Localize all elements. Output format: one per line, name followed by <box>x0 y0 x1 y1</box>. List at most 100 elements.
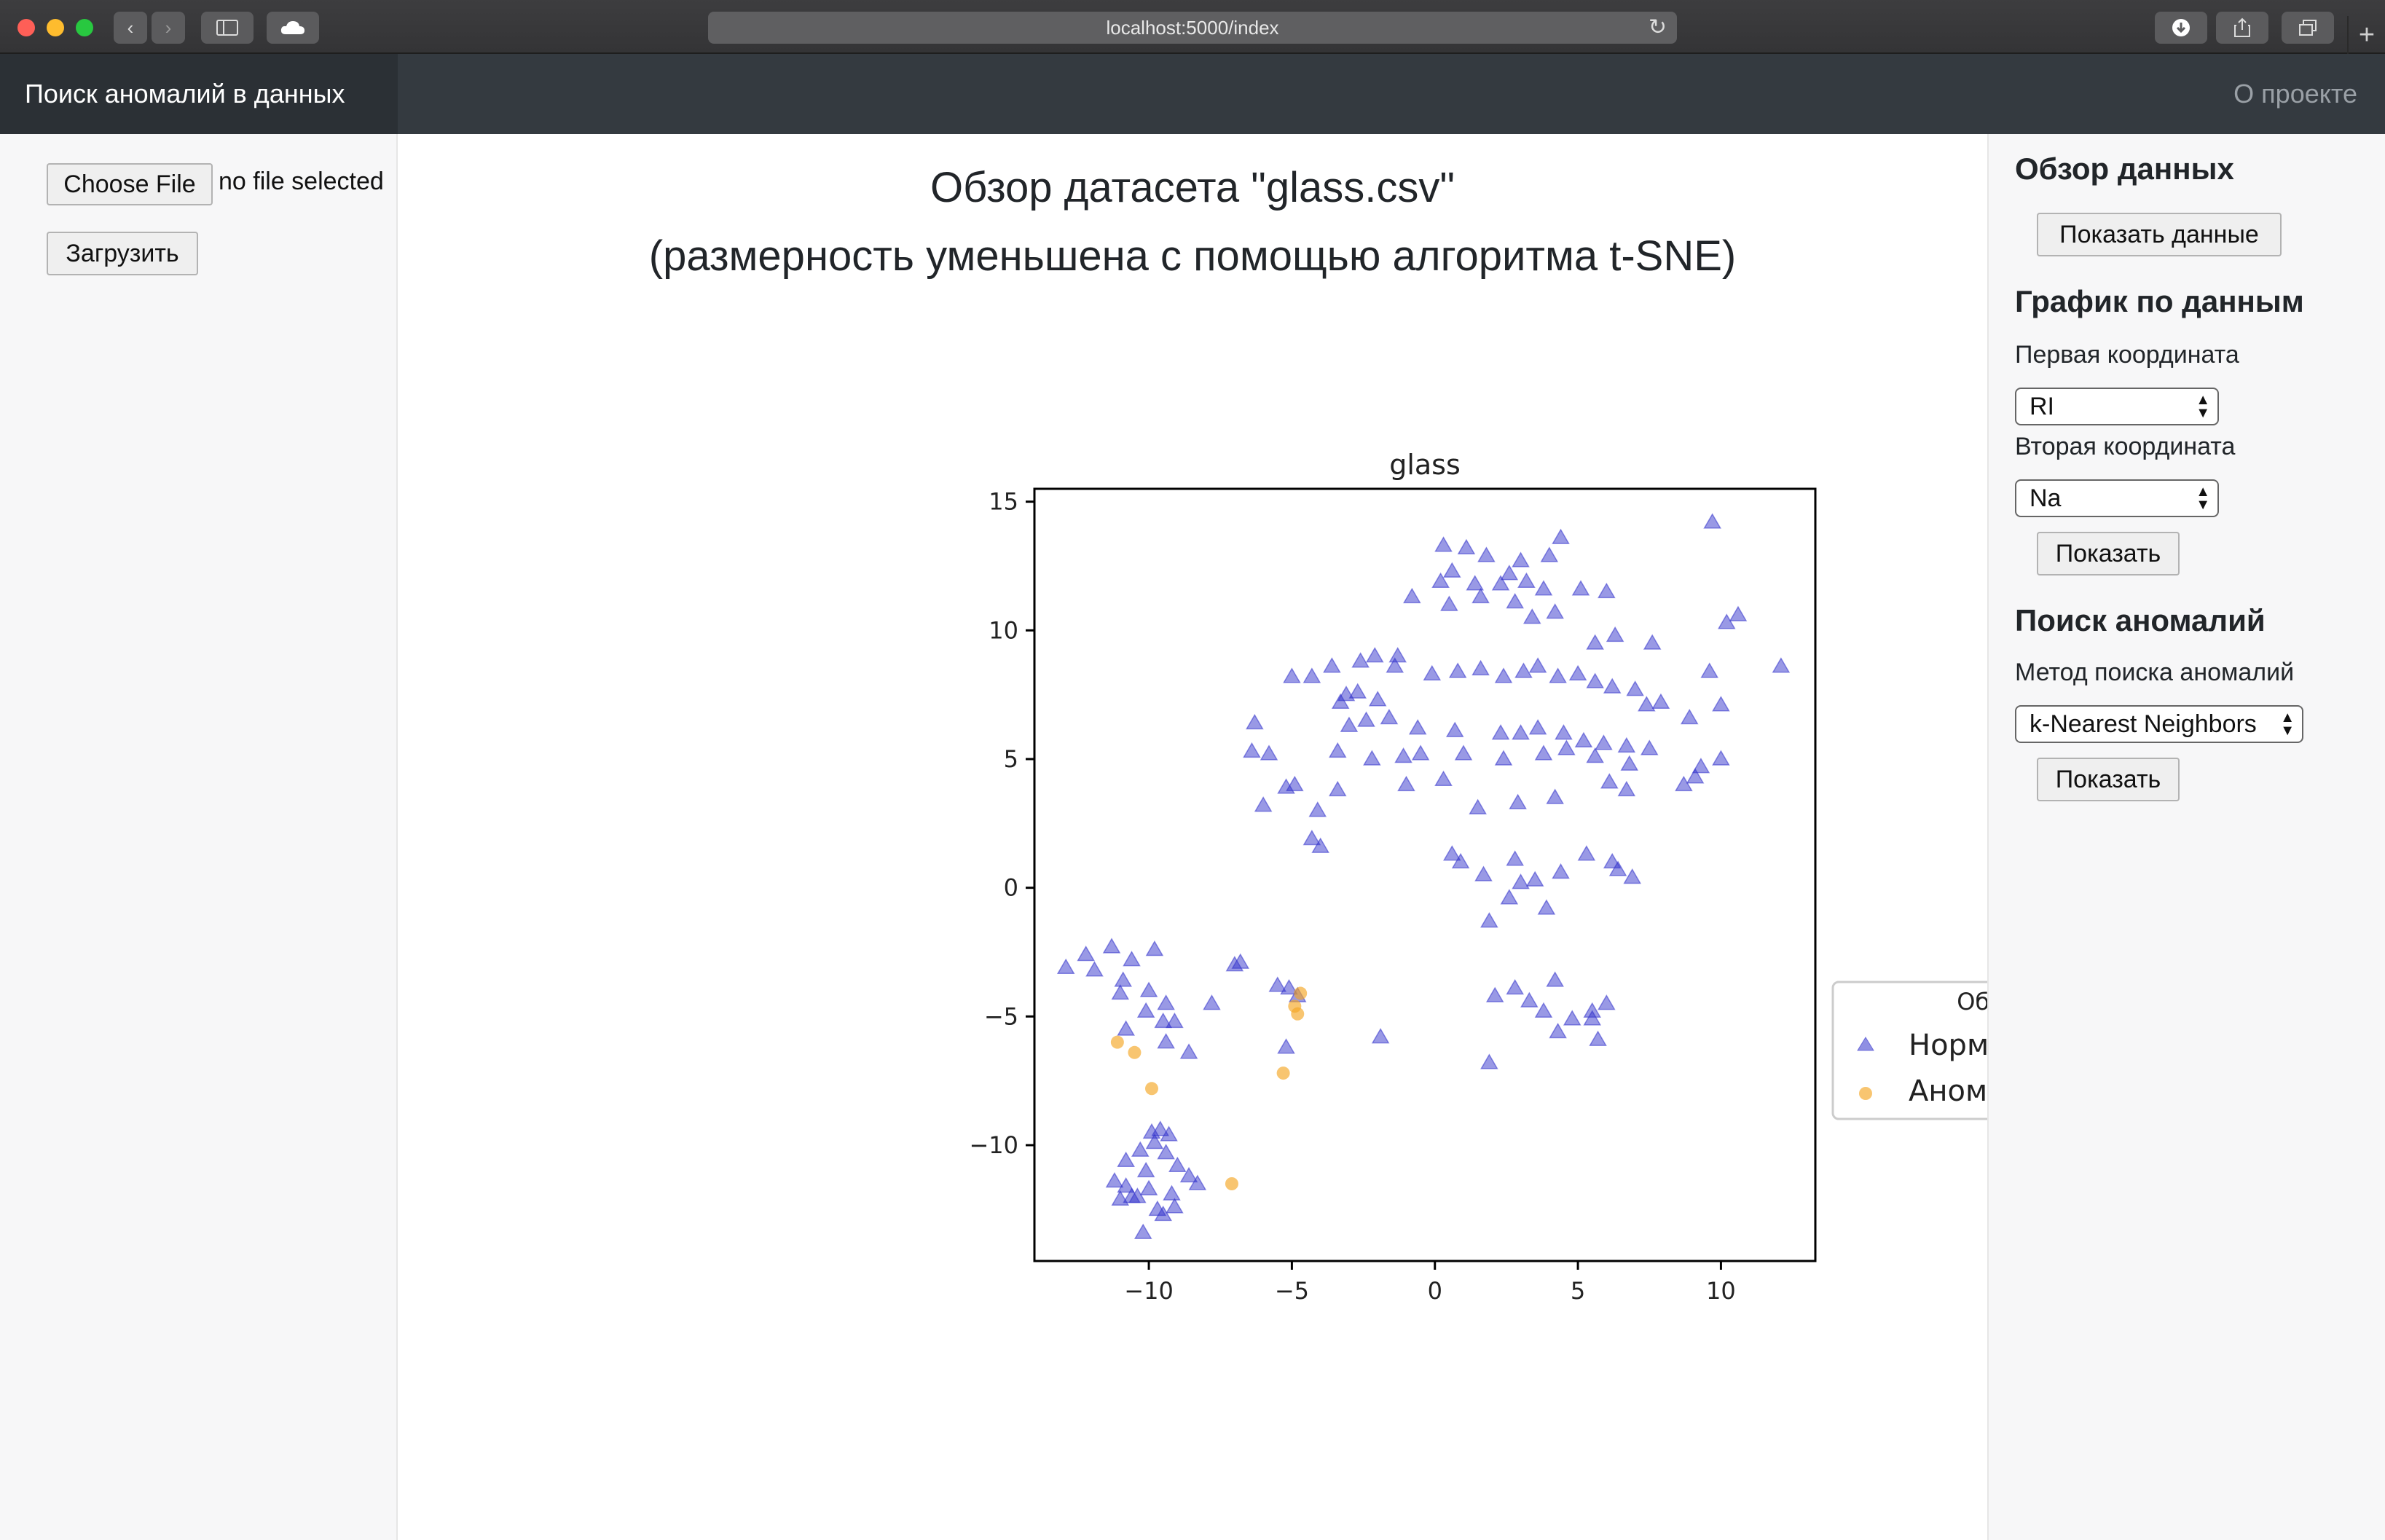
normal-point <box>1620 755 1639 771</box>
tabs-overview-icon[interactable] <box>2282 12 2334 44</box>
normal-point <box>1386 657 1404 673</box>
normal-point <box>1617 736 1636 753</box>
normal-point <box>1626 680 1644 696</box>
normal-point <box>1563 1010 1582 1026</box>
normal-point <box>1640 739 1659 755</box>
normal-point <box>1203 994 1221 1010</box>
brand-link[interactable]: Поиск аномалий в данных <box>0 54 398 134</box>
normal-point <box>1577 845 1596 861</box>
normal-point <box>1586 747 1604 763</box>
second-coordinate-label: Вторая координата <box>2015 433 2236 460</box>
normal-point <box>1494 667 1513 683</box>
sidebar-toggle-icon[interactable] <box>201 12 254 44</box>
normal-point <box>1117 1151 1135 1167</box>
find-anomalies-button[interactable]: Показать <box>2037 758 2180 801</box>
show-data-button[interactable]: Показать данные <box>2037 213 2282 256</box>
anomaly-point <box>1144 1082 1158 1096</box>
normal-point <box>1448 662 1467 678</box>
normal-point <box>1145 1133 1164 1150</box>
normal-point <box>1451 852 1470 869</box>
normal-point <box>1717 613 1736 629</box>
normal-point <box>1388 647 1407 663</box>
main-content: Обзор датасета "glass.csv" (размерность … <box>398 134 2244 1540</box>
normal-point <box>1434 770 1453 787</box>
normal-point <box>1500 889 1519 905</box>
normal-point <box>1546 788 1564 804</box>
normal-point <box>1277 1038 1295 1054</box>
share-icon[interactable] <box>2216 12 2268 44</box>
downloads-icon[interactable] <box>2155 12 2207 44</box>
normal-point <box>1163 1185 1181 1201</box>
reload-icon[interactable]: ↻ <box>1648 15 1667 39</box>
normal-point <box>1056 958 1075 974</box>
normal-point <box>1552 863 1570 879</box>
normal-point <box>1522 608 1541 624</box>
about-link[interactable]: О проекте <box>2233 79 2357 109</box>
normal-point <box>1454 745 1473 761</box>
method-select[interactable]: k-Nearest Neighbors ▲ ▼ <box>2015 705 2303 743</box>
normal-point <box>1268 976 1287 992</box>
normal-point <box>1506 978 1524 995</box>
normal-point <box>1434 536 1453 552</box>
normal-point <box>1311 837 1329 853</box>
normal-point <box>1680 708 1699 725</box>
method-label: Метод поиска аномалий <box>2015 659 2295 686</box>
page-subtitle: (размерность уменьшена с помощью алгорит… <box>648 232 1737 280</box>
second-coordinate-select[interactable]: Na ▲ ▼ <box>2015 479 2219 517</box>
normal-point <box>1357 711 1375 727</box>
normal-point <box>1308 801 1327 817</box>
close-window-button[interactable] <box>17 19 35 36</box>
normal-point <box>1772 657 1791 673</box>
normal-point <box>1166 1198 1184 1214</box>
normal-point <box>1638 696 1656 712</box>
normal-point <box>1283 667 1301 683</box>
normal-point <box>1571 580 1590 596</box>
normal-point <box>1280 978 1298 995</box>
choose-file-button[interactable]: Choose File <box>47 163 213 205</box>
y-tick-label: 5 <box>1004 745 1018 773</box>
normal-point <box>1500 565 1519 581</box>
normal-point <box>1328 742 1347 758</box>
address-bar[interactable]: localhost:5000/index ↻ <box>708 12 1677 44</box>
x-tick-label: 5 <box>1571 1277 1585 1305</box>
normal-point <box>1466 575 1485 591</box>
normal-point <box>1729 605 1748 621</box>
chart-title: glass <box>1389 449 1461 481</box>
plot-frame <box>1033 487 1817 1262</box>
normal-point <box>1231 953 1250 969</box>
normal-point <box>1525 871 1544 887</box>
normal-point <box>1457 538 1476 555</box>
x-tick-label: −10 <box>1124 1277 1174 1305</box>
normal-point <box>1534 1002 1553 1018</box>
first-coordinate-select[interactable]: RI ▲ ▼ <box>2015 388 2219 425</box>
back-icon[interactable]: ‹ <box>114 12 147 44</box>
forward-icon[interactable]: › <box>152 12 185 44</box>
normal-point <box>1506 592 1524 609</box>
normal-point <box>1586 634 1604 650</box>
normal-point <box>1568 664 1587 681</box>
show-chart-button[interactable]: Показать <box>2037 532 2180 575</box>
normal-point <box>1145 940 1164 956</box>
normal-point <box>1623 868 1641 884</box>
page-title: Обзор датасета "glass.csv" <box>930 164 1455 211</box>
normal-point <box>1154 1012 1173 1029</box>
normal-point <box>1302 667 1321 683</box>
new-tab-icon[interactable]: + <box>2347 16 2385 54</box>
normal-point <box>1188 1174 1207 1190</box>
normal-point <box>1085 961 1104 977</box>
normal-point <box>1111 1190 1130 1206</box>
upload-button[interactable]: Загрузить <box>47 232 198 275</box>
normal-point <box>1443 562 1461 578</box>
normal-point <box>1440 595 1458 611</box>
normal-point <box>1712 750 1730 766</box>
normal-point <box>1365 647 1384 663</box>
normal-point <box>1643 634 1662 650</box>
minimize-window-button[interactable] <box>47 19 64 36</box>
normal-point <box>1686 768 1705 784</box>
controls-panel: Обзор данных Показать данные График по д… <box>1987 134 2385 1540</box>
normal-point <box>1600 773 1619 789</box>
normal-point <box>1485 986 1504 1002</box>
normal-point <box>1514 662 1533 678</box>
zoom-window-button[interactable] <box>76 19 93 36</box>
icloud-tabs-icon[interactable] <box>267 12 319 44</box>
